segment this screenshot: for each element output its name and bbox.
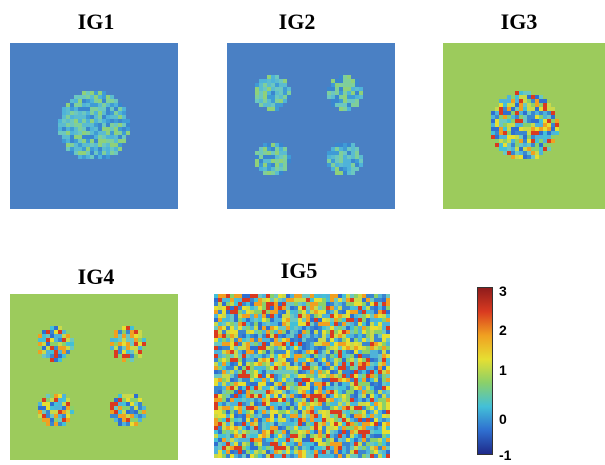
noise-texture — [214, 294, 390, 458]
panel-background — [227, 43, 395, 209]
panel-title-ig5: IG5 — [280, 258, 318, 283]
noise-texture — [491, 91, 559, 159]
panel-ig1 — [10, 43, 178, 209]
noise-texture — [38, 326, 146, 426]
panel-ig4 — [10, 294, 178, 460]
panel-title-ig2: IG2 — [278, 9, 316, 34]
panel-ig5 — [214, 294, 390, 458]
panel-title-ig3: IG3 — [500, 9, 538, 34]
colorbar-tick-0: 0 — [499, 411, 507, 427]
panel-ig3-image — [443, 43, 605, 209]
panel-ig3 — [443, 43, 605, 209]
panel-ig5-image — [214, 294, 390, 458]
colorbar-tick-minus-1: -1 — [499, 447, 512, 463]
panel-ig4-image — [10, 294, 178, 460]
colorbar — [477, 287, 493, 455]
panel-title-ig1: IG1 — [77, 9, 115, 34]
panel-ig2-image — [227, 43, 395, 209]
noise-texture — [255, 75, 363, 175]
panel-title-ig4: IG4 — [77, 264, 115, 289]
noise-texture — [58, 91, 130, 159]
colorbar-tick-1: 1 — [499, 362, 507, 378]
colorbar-tick-3: 3 — [499, 283, 507, 299]
panel-ig1-image — [10, 43, 178, 209]
panel-ig2 — [227, 43, 395, 209]
colorbar-tick-2: 2 — [499, 322, 507, 338]
panel-background — [10, 294, 178, 460]
